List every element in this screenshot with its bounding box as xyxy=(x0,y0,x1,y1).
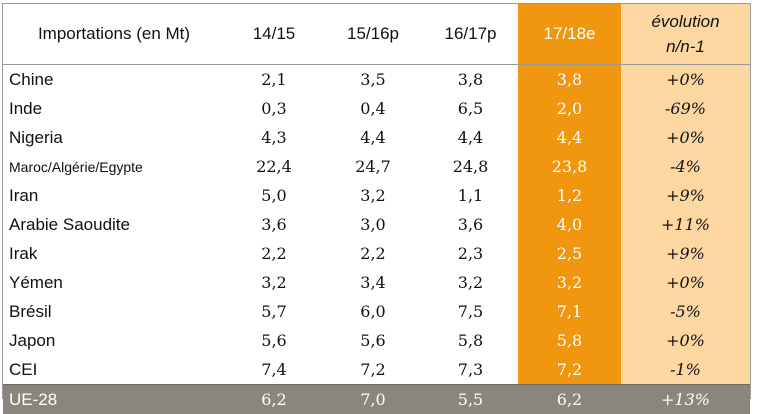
cell-17-18e: 7,2 xyxy=(518,355,621,384)
table-row: Iran 5,0 3,2 1,1 1,2 +9% xyxy=(3,181,750,210)
cell-14-15: 2,1 xyxy=(261,70,287,89)
cell-evolution: +13% xyxy=(661,390,710,409)
cell-16-17p: 24,8 xyxy=(452,157,489,176)
row-label: CEI xyxy=(9,359,38,379)
table-row: CEI 7,4 7,2 7,3 7,2 -1% xyxy=(3,355,750,384)
table-row: Nigeria 4,3 4,4 4,4 4,4 +0% xyxy=(3,123,750,152)
cell-17-18e: 6,2 xyxy=(556,390,583,409)
header-16-17p: 16/17p xyxy=(444,24,497,43)
cell-15-16p: 6,0 xyxy=(360,302,386,321)
cell-evolution: +0% xyxy=(621,326,750,355)
cell-17-18e: 4,4 xyxy=(518,123,621,152)
cell-14-15: 5,0 xyxy=(261,186,287,205)
cell-evolution: +0% xyxy=(621,268,750,297)
cell-17-18e: 23,8 xyxy=(518,152,621,181)
cell-15-16p: 3,4 xyxy=(360,273,386,292)
header-17-18e: 17/18e xyxy=(518,4,621,64)
cell-evolution: +9% xyxy=(621,239,750,268)
header-evolution-line1: évolution xyxy=(651,12,720,31)
cell-evolution: -4% xyxy=(621,152,750,181)
cell-evolution: -69% xyxy=(621,94,750,123)
header-14-15: 14/15 xyxy=(252,24,296,43)
header-evolution-line2: n/n-1 xyxy=(666,37,705,56)
cell-16-17p: 3,2 xyxy=(457,273,484,292)
row-label: Arabie Saoudite xyxy=(9,214,130,234)
cell-15-16p: 7,2 xyxy=(360,360,386,379)
cell-17-18e: 2,5 xyxy=(518,239,621,268)
cell-15-16p: 3,0 xyxy=(360,215,386,234)
table-row: Maroc/Algérie/Egypte 22,4 24,7 24,8 23,8 -4% xyxy=(3,152,750,181)
cell-16-17p: 6,5 xyxy=(457,99,484,118)
table-row: Japon 5,6 5,6 5,8 5,8 +0% xyxy=(3,326,750,355)
cell-16-17p: 4,4 xyxy=(457,128,484,147)
cell-14-15: 5,6 xyxy=(261,331,287,350)
header-label: Importations (en Mt) xyxy=(37,24,191,43)
cell-16-17p: 5,5 xyxy=(457,390,484,409)
row-label: Brésil xyxy=(9,301,52,321)
header-15-16p: 15/16p xyxy=(347,24,399,43)
cell-16-17p: 5,8 xyxy=(457,331,484,350)
header-evolution: évolution n/n-1 xyxy=(621,4,750,64)
cell-evolution: +0% xyxy=(621,65,750,94)
table-row: Irak 2,2 2,2 2,3 2,5 +9% xyxy=(3,239,750,268)
cell-16-17p: 1,1 xyxy=(457,186,484,205)
row-label: Chine xyxy=(9,69,54,89)
cell-16-17p: 7,3 xyxy=(457,360,484,379)
row-label: Maroc/Algérie/Egypte xyxy=(9,158,143,175)
cell-14-15: 2,2 xyxy=(261,244,287,263)
cell-17-18e: 4,0 xyxy=(518,210,621,239)
table-row: Inde 0,3 0,4 6,5 2,0 -69% xyxy=(3,94,750,123)
cell-15-16p: 2,2 xyxy=(360,244,386,263)
cell-evolution: -5% xyxy=(621,297,750,326)
cell-15-16p: 5,6 xyxy=(360,331,386,350)
cell-evolution: +0% xyxy=(621,123,750,152)
cell-evolution: +9% xyxy=(621,181,750,210)
row-label: Japon xyxy=(9,330,56,350)
cell-14-15: 6,2 xyxy=(261,390,287,409)
cell-16-17p: 7,5 xyxy=(457,302,484,321)
row-label: Inde xyxy=(9,98,43,118)
cell-14-15: 3,2 xyxy=(261,273,287,292)
cell-15-16p: 3,2 xyxy=(360,186,386,205)
cell-14-15: 22,4 xyxy=(256,157,292,176)
row-label: Yémen xyxy=(9,272,63,292)
table-row: Yémen 3,2 3,4 3,2 3,2 +0% xyxy=(3,268,750,297)
cell-evolution: -1% xyxy=(621,355,750,384)
cell-16-17p: 2,3 xyxy=(457,244,484,263)
row-label: Nigeria xyxy=(9,127,63,147)
cell-evolution: +11% xyxy=(621,210,750,239)
cell-15-16p: 4,4 xyxy=(360,128,386,147)
table-row: Arabie Saoudite 3,6 3,0 3,6 4,0 +11% xyxy=(3,210,750,239)
row-label: Irak xyxy=(9,243,38,263)
cell-14-15: 5,7 xyxy=(261,302,287,321)
table-header: Importations (en Mt) 14/15 15/16p 16/17p… xyxy=(3,4,750,65)
cell-17-18e: 2,0 xyxy=(518,94,621,123)
cell-17-18e: 7,1 xyxy=(518,297,621,326)
table-row: Brésil 5,7 6,0 7,5 7,1 -5% xyxy=(3,297,750,326)
cell-15-16p: 24,7 xyxy=(355,157,391,176)
cell-15-16p: 3,5 xyxy=(360,70,386,89)
cell-16-17p: 3,6 xyxy=(457,215,484,234)
row-label: UE-28 xyxy=(9,389,58,409)
cell-17-18e: 3,8 xyxy=(518,65,621,94)
row-label: Iran xyxy=(9,185,39,205)
total-row: UE-28 6,2 7,0 5,5 6,2 +13% xyxy=(3,384,750,414)
cell-14-15: 0,3 xyxy=(261,99,287,118)
cell-15-16p: 0,4 xyxy=(360,99,386,118)
cell-14-15: 4,3 xyxy=(261,128,287,147)
imports-table: Importations (en Mt) 14/15 15/16p 16/17p… xyxy=(2,3,751,414)
cell-17-18e: 1,2 xyxy=(518,181,621,210)
cell-14-15: 3,6 xyxy=(261,215,287,234)
cell-17-18e: 3,2 xyxy=(518,268,621,297)
cell-16-17p: 3,8 xyxy=(457,70,484,89)
table-row: Chine 2,1 3,5 3,8 3,8 +0% xyxy=(3,65,750,94)
cell-14-15: 7,4 xyxy=(261,360,287,379)
cell-17-18e: 5,8 xyxy=(518,326,621,355)
cell-15-16p: 7,0 xyxy=(360,390,386,409)
